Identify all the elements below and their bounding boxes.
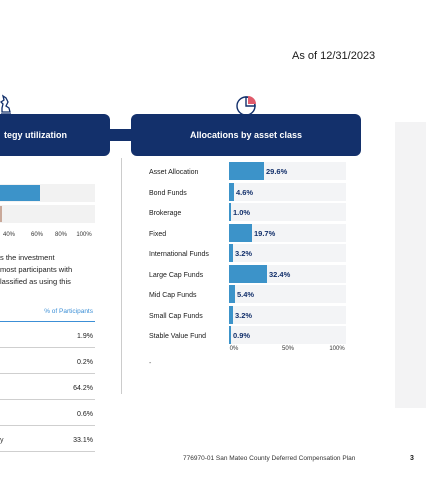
bar-value-label: 3.2% [235, 248, 253, 258]
strategy-icon [0, 94, 11, 115]
allocation-bar [229, 265, 267, 283]
bar-value-label: 29.6% [266, 166, 288, 176]
bar-track [229, 224, 346, 242]
x-tick-label: 60% [30, 232, 44, 238]
strategy-bar [0, 185, 40, 201]
strategy-bar-track [0, 205, 95, 223]
participants-value: 1.9% [77, 333, 93, 340]
table-row: y 33.1% [0, 426, 95, 452]
participants-value: 64.2% [73, 385, 93, 392]
allocations-header: Allocations by asset class [131, 114, 361, 156]
bar-value-label: 0.9% [233, 330, 251, 340]
allocation-x-axis: 0% 50% 100% [229, 346, 349, 356]
bar-value-label: 1.0% [233, 207, 251, 217]
description-line: lassified as using this [0, 277, 71, 286]
category-label: Bond Funds [149, 189, 187, 197]
allocation-bar [229, 162, 264, 180]
description-line: most participants with [0, 265, 73, 274]
bar-value-label: 5.4% [237, 289, 255, 299]
category-label: Small Cap Funds [149, 312, 203, 320]
chart-note: - [149, 360, 152, 367]
bar-value-label: 19.7% [254, 228, 276, 238]
bar-track [229, 244, 346, 262]
bar-value-label: 3.2% [235, 310, 253, 320]
allocation-bar [229, 183, 234, 201]
allocation-bar [229, 224, 252, 242]
x-tick-label: 40% [2, 232, 16, 238]
participants-value: 0.6% [77, 411, 93, 418]
x-tick-label: 100% [76, 232, 92, 238]
bar-value-label: 32.4% [269, 269, 291, 279]
side-panel [395, 122, 426, 408]
description-line: s the investment [0, 253, 55, 262]
x-tick-label: 100% [329, 346, 345, 352]
bar-track [229, 183, 346, 201]
footer-text: 776970-01 San Mateo County Deferred Comp… [183, 455, 356, 462]
category-label: Mid Cap Funds [149, 291, 197, 299]
participants-value: 0.2% [77, 359, 93, 366]
x-tick-label: 50% [281, 346, 295, 352]
allocation-bar [229, 203, 231, 221]
table-row: 1.9% [0, 322, 95, 348]
participants-column-header: % of Participants [0, 308, 95, 322]
allocation-bar [229, 244, 233, 262]
strategy-bar [0, 206, 2, 222]
bar-track [229, 203, 346, 221]
bar-value-label: 4.6% [236, 187, 254, 197]
bar-track [229, 285, 346, 303]
as-of-date: As of 12/31/2023 [292, 50, 376, 62]
category-label: Asset Allocation [149, 168, 199, 176]
strategy-description: s the investment most participants with … [0, 252, 100, 288]
category-label: Large Cap Funds [149, 271, 204, 279]
strategy-x-axis: 40% 60% 80% 100% [0, 232, 95, 242]
x-tick-label: 0% [229, 346, 239, 352]
strategy-utilization-header: tegy utilization [0, 114, 110, 156]
category-label: Brokerage [149, 209, 182, 217]
page-number: 3 [410, 455, 414, 462]
allocation-bar [229, 326, 231, 344]
category-label: Fixed [149, 230, 167, 238]
header-connector [108, 129, 134, 141]
allocation-bar [229, 285, 235, 303]
table-row: 0.2% [0, 348, 95, 374]
panel-divider [121, 158, 122, 394]
table-row: 64.2% [0, 374, 95, 400]
participants-table: % of Participants 1.9% 0.2% 64.2% 0.6% y… [0, 308, 95, 452]
x-tick-label: 80% [54, 232, 68, 238]
table-row: 0.6% [0, 400, 95, 426]
bar-track [229, 326, 346, 344]
bar-track [229, 306, 346, 324]
category-label: Stable Value Fund [149, 332, 207, 340]
allocation-bar [229, 306, 233, 324]
participants-value: 33.1% [73, 437, 93, 444]
category-label: International Funds [149, 250, 209, 258]
